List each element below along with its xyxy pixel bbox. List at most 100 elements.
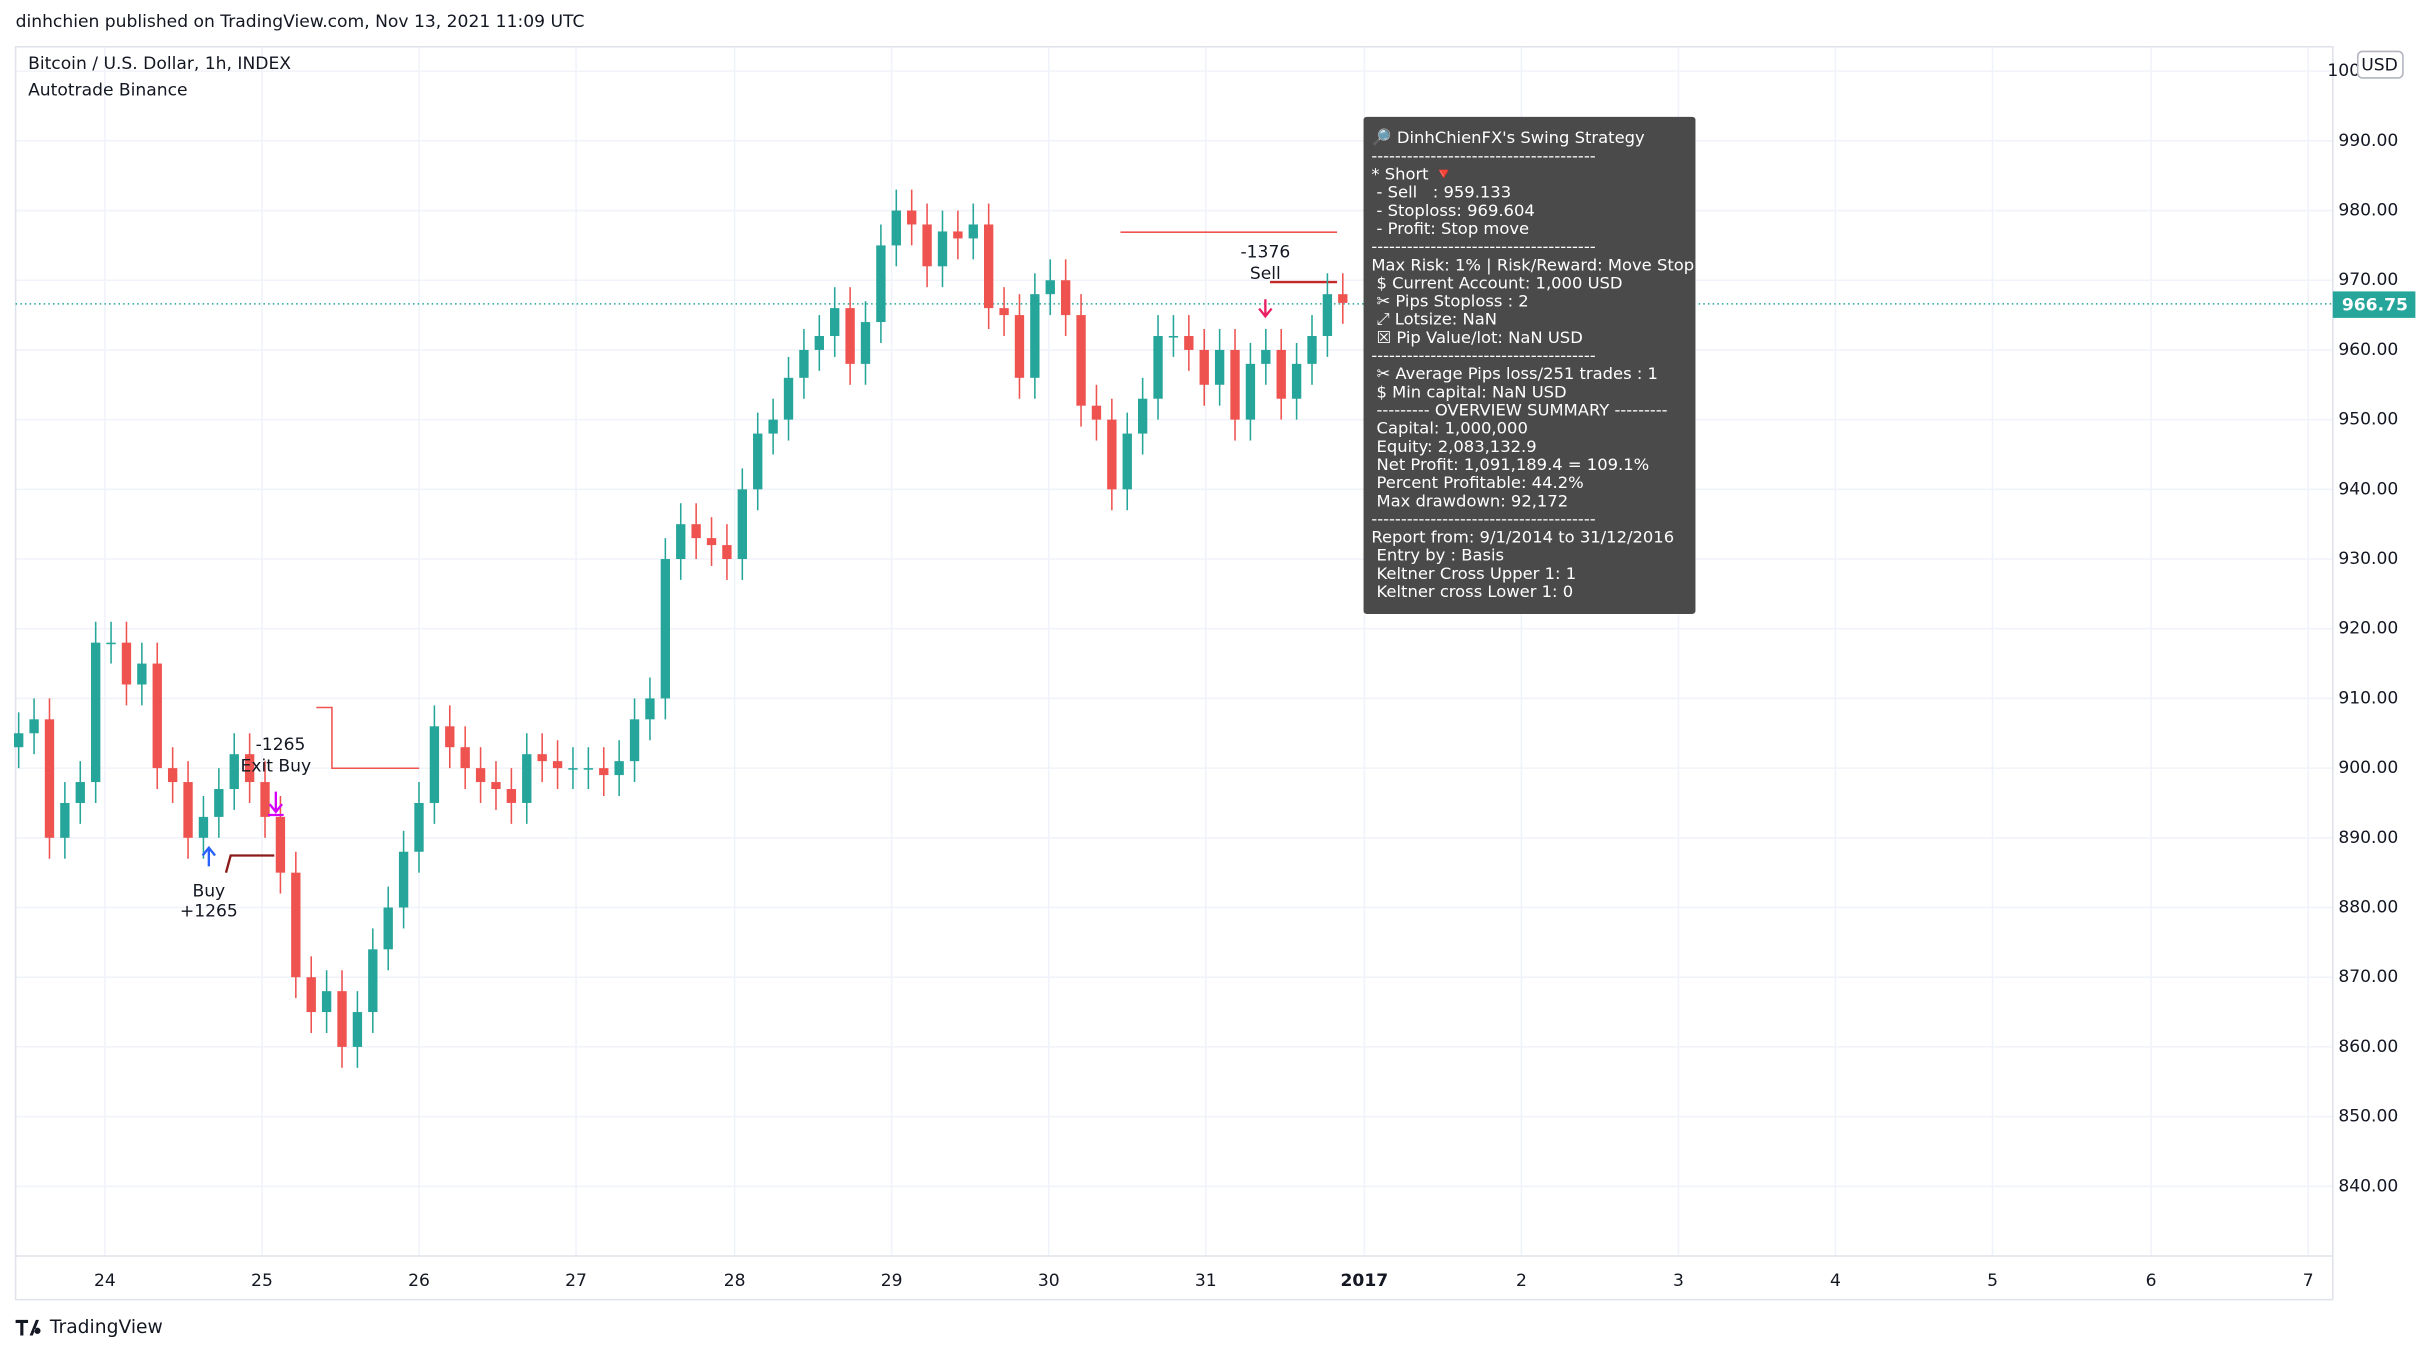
x-tick-label: 30 bbox=[1038, 1271, 1060, 1291]
tooltip-line: - Stoploss: 969.604 bbox=[1371, 201, 1534, 220]
x-tick-label: 2017 bbox=[1341, 1271, 1389, 1291]
x-tick-label: 24 bbox=[94, 1271, 116, 1291]
candle-body bbox=[983, 224, 994, 309]
brand-logo bbox=[15, 1319, 41, 1336]
candle-body bbox=[1184, 335, 1194, 350]
tooltip-line: Keltner cross Lower 1: 0 bbox=[1371, 582, 1573, 601]
x-tick-label: 7 bbox=[2303, 1271, 2314, 1291]
candle-body bbox=[814, 335, 824, 350]
currency-label: USD bbox=[2361, 55, 2398, 75]
x-tick-label: 28 bbox=[724, 1271, 746, 1291]
candle-body bbox=[75, 782, 85, 803]
candle-body bbox=[1137, 398, 1148, 434]
candle-body bbox=[522, 754, 532, 803]
candle-body bbox=[937, 231, 948, 267]
candle-body bbox=[214, 789, 224, 817]
candle-body bbox=[1245, 363, 1256, 420]
tooltip-line: -------------------------------------- bbox=[1371, 346, 1595, 365]
candle-body bbox=[291, 872, 301, 978]
candle-body bbox=[1030, 294, 1040, 378]
candle-body bbox=[460, 747, 470, 769]
tooltip-line: Capital: 1,000,000 bbox=[1371, 419, 1528, 438]
published-line: dinhchien published on TradingView.com, … bbox=[16, 12, 585, 32]
annotation: Sell bbox=[1250, 264, 1281, 284]
candle-body bbox=[106, 642, 116, 645]
candle-body bbox=[1076, 315, 1086, 406]
currency-box bbox=[2356, 50, 2404, 79]
candle-body bbox=[1276, 349, 1286, 399]
indicator-title: Autotrade Binance bbox=[28, 80, 188, 100]
y-tick-label: 840.00 bbox=[2338, 1176, 2398, 1196]
candle-body bbox=[953, 231, 963, 239]
tooltip-line: Report from: 9/1/2014 to 31/12/2016 bbox=[1371, 528, 1674, 547]
candle-body bbox=[44, 719, 55, 838]
tooltip-line: ☒ Pip Value/lot: NaN USD bbox=[1371, 328, 1582, 347]
candle-body bbox=[244, 754, 255, 783]
candle-body bbox=[568, 768, 578, 770]
y-tick-label: 880.00 bbox=[2338, 898, 2398, 918]
candle-body bbox=[229, 754, 239, 790]
candle-body bbox=[1338, 294, 1348, 303]
candle-body bbox=[321, 991, 332, 1013]
annotation: Buy bbox=[192, 881, 225, 901]
candle-body bbox=[491, 782, 501, 790]
candle-body bbox=[152, 663, 162, 769]
candle-body bbox=[737, 489, 748, 560]
candle-body bbox=[198, 816, 209, 838]
tooltip-line: ✂ Average Pips loss/251 trades : 1 bbox=[1371, 364, 1658, 383]
tooltip-line: * Short 🔻 bbox=[1371, 164, 1454, 183]
tooltip-line: ✂ Pips Stoploss : 2 bbox=[1371, 292, 1528, 311]
candle-body bbox=[691, 524, 701, 539]
tooltip-box bbox=[1363, 116, 1696, 614]
candle-body bbox=[137, 663, 147, 685]
tooltip-line: -------------------------------------- bbox=[1371, 146, 1595, 165]
annotation: Exit Buy bbox=[241, 757, 312, 777]
candle-body bbox=[1122, 433, 1132, 490]
candle-body bbox=[14, 733, 24, 748]
candle-body bbox=[583, 768, 594, 770]
candle-body bbox=[275, 816, 286, 873]
x-tick-label: 31 bbox=[1195, 1271, 1217, 1291]
x-tick-label: 29 bbox=[881, 1271, 903, 1291]
y-tick-label: 860.00 bbox=[2338, 1037, 2398, 1057]
candle-body bbox=[1153, 335, 1163, 399]
y-tick-label: 910.00 bbox=[2338, 688, 2398, 708]
candle-body bbox=[830, 308, 840, 336]
symbol-title: Bitcoin / U.S. Dollar, 1h, INDEX bbox=[28, 54, 291, 74]
tooltip-line: ⤢ Lotsize: NaN bbox=[1371, 310, 1497, 329]
candle-body bbox=[398, 851, 409, 908]
x-tick-label: 4 bbox=[1830, 1271, 1841, 1291]
tooltip-line: $ Min capital: NaN USD bbox=[1371, 382, 1566, 401]
candle-body bbox=[1322, 294, 1333, 336]
candle-body bbox=[475, 768, 486, 783]
tooltip-line: Percent Profitable: 44.2% bbox=[1371, 473, 1583, 492]
y-tick-label: 890.00 bbox=[2338, 828, 2398, 848]
y-tick-label: 990.00 bbox=[2338, 131, 2398, 151]
candle-body bbox=[368, 949, 378, 1013]
candle-body bbox=[260, 782, 270, 817]
candle-body bbox=[845, 308, 855, 364]
last-price-box bbox=[2332, 291, 2416, 318]
candle-body bbox=[1291, 363, 1302, 399]
x-tick-label: 5 bbox=[1987, 1271, 1998, 1291]
tooltip-line: - Sell : 959.133 bbox=[1371, 183, 1511, 202]
tooltip-line: -------------------------------------- bbox=[1371, 237, 1595, 256]
x-tick-label: 27 bbox=[565, 1271, 587, 1291]
candle-body bbox=[706, 538, 717, 546]
x-tick-label: 25 bbox=[251, 1271, 273, 1291]
tooltip-line: Equity: 2,083,132.9 bbox=[1371, 437, 1536, 456]
x-tick-label: 2 bbox=[1516, 1271, 1527, 1291]
candle-body bbox=[183, 782, 193, 838]
candle-body bbox=[1168, 335, 1179, 338]
y-tick-label: 920.00 bbox=[2338, 619, 2398, 639]
candle-body bbox=[445, 726, 455, 748]
candle-body bbox=[506, 789, 517, 803]
candle-body bbox=[907, 210, 917, 225]
last-price-label: 966.75 bbox=[2342, 295, 2408, 315]
annotation: -1376 bbox=[1240, 242, 1290, 262]
candle-body bbox=[1307, 335, 1317, 364]
candle-body bbox=[167, 768, 178, 783]
candle-body bbox=[1045, 280, 1055, 295]
y-tick-label: 870.00 bbox=[2338, 967, 2398, 987]
candle-body bbox=[1230, 349, 1240, 420]
